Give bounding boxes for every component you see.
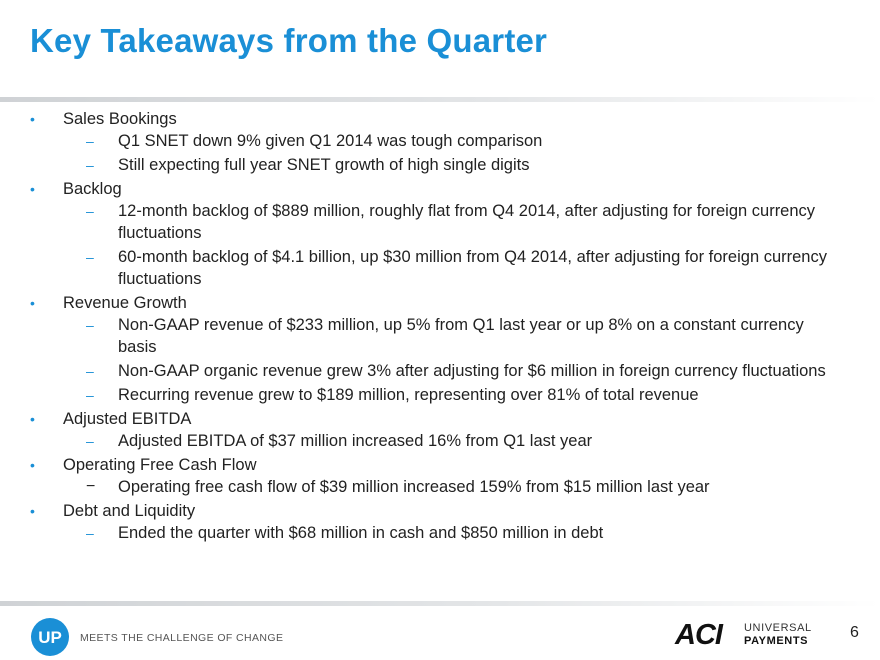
bullet-marker: •: [30, 457, 35, 473]
bullet-revenue-growth: • Revenue Growth: [0, 292, 880, 314]
sub-bullet-text: Q1 SNET down 9% given Q1 2014 was tough …: [118, 132, 543, 150]
bullet-label: Revenue Growth: [63, 294, 187, 312]
sub-bullet-text: Still expecting full year SNET growth of…: [118, 156, 530, 174]
sub-bullet: – Non-GAAP revenue of $233 million, up 5…: [0, 314, 880, 358]
up-circle-logo-icon: UP: [31, 618, 69, 656]
footer-tagline: MEETS THE CHALLENGE OF CHANGE: [80, 632, 284, 644]
bullet-adjusted-ebitda: • Adjusted EBITDA: [0, 408, 880, 430]
dash-marker: –: [86, 157, 94, 173]
sub-bullet-text: 60-month backlog of $4.1 billion, up $30…: [118, 248, 827, 288]
bullet-label: Operating Free Cash Flow: [63, 456, 257, 474]
sub-bullet: – Recurring revenue grew to $189 million…: [0, 384, 880, 406]
sub-bullet: – Q1 SNET down 9% given Q1 2014 was toug…: [0, 130, 880, 152]
dash-marker: –: [86, 133, 94, 149]
sub-bullet-text: 12-month backlog of $889 million, roughl…: [118, 202, 816, 242]
up-logo-text: UP: [38, 628, 62, 647]
dash-marker: –: [86, 363, 94, 379]
takeaways-list: • Sales Bookings – Q1 SNET down 9% given…: [0, 108, 880, 546]
aci-logo-text: ACI: [674, 619, 724, 648]
bullet-backlog: • Backlog: [0, 178, 880, 200]
dash-marker: –: [86, 433, 94, 449]
sub-bullet: – Still expecting full year SNET growth …: [0, 154, 880, 176]
aci-wordmark-logo-icon: ACI: [674, 619, 725, 648]
page-number: 6: [850, 624, 859, 641]
sub-bullet-text: Recurring revenue grew to $189 million, …: [118, 386, 699, 404]
dash-marker: –: [86, 249, 94, 265]
bullet-marker: •: [30, 503, 35, 519]
dash-marker: –: [86, 317, 94, 333]
bullet-sales-bookings: • Sales Bookings: [0, 108, 880, 130]
bullet-marker: •: [30, 411, 35, 427]
slide-title: Key Takeaways from the Quarter: [30, 22, 548, 59]
top-divider: [0, 97, 880, 102]
sub-bullet: − Operating free cash flow of $39 millio…: [0, 476, 880, 498]
sub-bullet: – Non-GAAP organic revenue grew 3% after…: [0, 360, 880, 382]
bottom-divider: [0, 601, 880, 606]
sub-bullet: – Adjusted EBITDA of $37 million increas…: [0, 430, 880, 452]
bullet-label: Debt and Liquidity: [63, 502, 196, 520]
sub-bullet-text: Non-GAAP organic revenue grew 3% after a…: [118, 362, 826, 380]
sub-bullet-text: Non-GAAP revenue of $233 million, up 5% …: [118, 316, 804, 356]
brand-line-payments: PAYMENTS: [744, 635, 809, 647]
aci-brand-text: UNIVERSAL PAYMENTS: [744, 622, 812, 648]
sub-bullet: – 12-month backlog of $889 million, roug…: [0, 200, 880, 244]
dash-marker: −: [86, 478, 96, 495]
sub-bullet: – Ended the quarter with $68 million in …: [0, 522, 880, 544]
bullet-debt-and-liquidity: • Debt and Liquidity: [0, 500, 880, 522]
bullet-marker: •: [30, 181, 35, 197]
bullet-label: Adjusted EBITDA: [63, 410, 192, 428]
sub-bullet-text: Adjusted EBITDA of $37 million increased…: [118, 432, 593, 450]
bullet-label: Backlog: [63, 180, 122, 198]
sub-bullet-text: Operating free cash flow of $39 million …: [118, 478, 710, 496]
bullet-label: Sales Bookings: [63, 110, 177, 128]
dash-marker: –: [86, 387, 94, 403]
sub-bullet-text: Ended the quarter with $68 million in ca…: [118, 524, 604, 542]
bullet-operating-free-cash-flow: • Operating Free Cash Flow: [0, 454, 880, 476]
bullet-marker: •: [30, 295, 35, 311]
bullet-marker: •: [30, 111, 35, 127]
dash-marker: –: [86, 525, 94, 541]
dash-marker: –: [86, 203, 94, 219]
brand-line-universal: UNIVERSAL: [744, 622, 812, 634]
sub-bullet: – 60-month backlog of $4.1 billion, up $…: [0, 246, 880, 290]
